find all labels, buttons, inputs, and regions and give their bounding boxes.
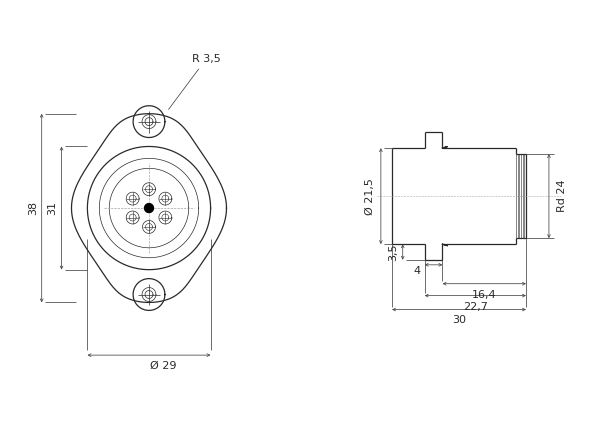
Text: 38: 38: [28, 201, 38, 215]
Text: Ø 21,5: Ø 21,5: [365, 178, 375, 215]
Circle shape: [145, 204, 153, 212]
Text: 30: 30: [452, 316, 466, 325]
Text: 3,5: 3,5: [388, 243, 398, 261]
Text: Ø 29: Ø 29: [150, 361, 176, 371]
Text: 4: 4: [413, 266, 420, 276]
Text: 22,7: 22,7: [463, 302, 488, 312]
Text: 31: 31: [47, 201, 58, 215]
Text: Rd 24: Rd 24: [557, 180, 567, 212]
Text: R 3,5: R 3,5: [168, 54, 221, 109]
Text: 16,4: 16,4: [472, 290, 497, 300]
